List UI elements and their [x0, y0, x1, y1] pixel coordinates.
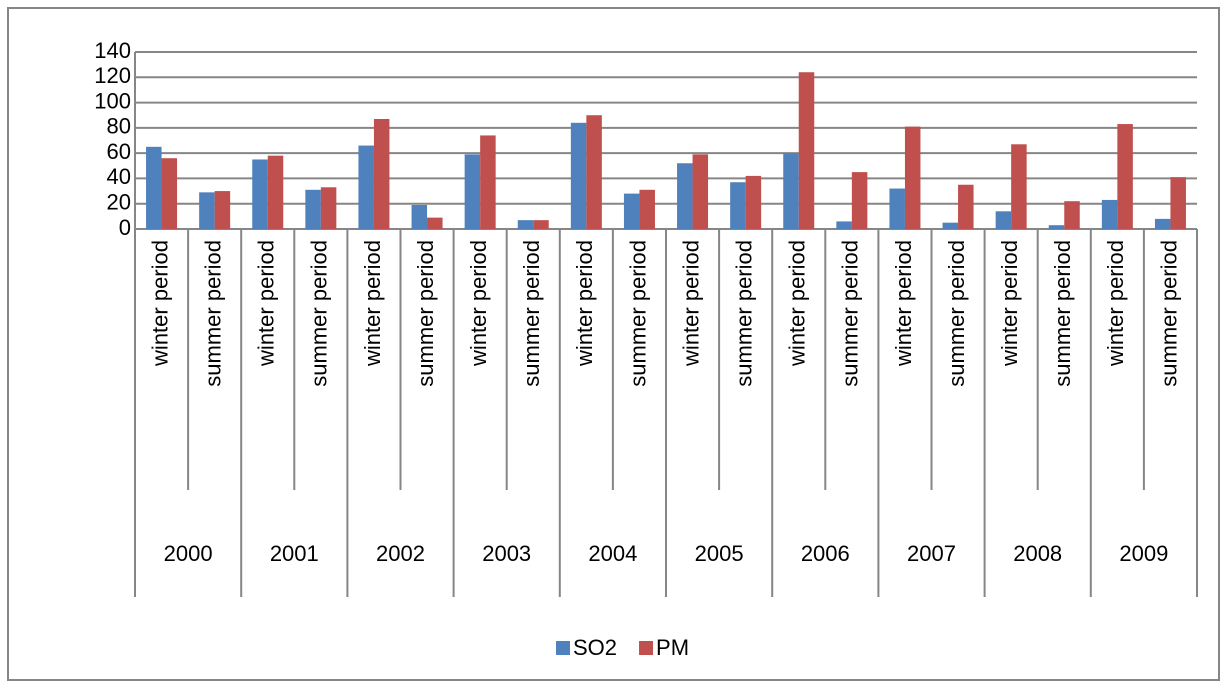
bar	[533, 220, 549, 229]
bar	[427, 217, 443, 229]
bar	[570, 122, 587, 229]
y-tick-label: 120	[94, 63, 131, 88]
bar	[1101, 199, 1118, 229]
bar	[639, 189, 655, 229]
bar	[1011, 144, 1027, 229]
legend-label: PM	[656, 635, 689, 660]
bar	[252, 159, 268, 229]
bar	[942, 222, 959, 229]
bar	[995, 211, 1012, 229]
group-label: 2003	[482, 541, 531, 566]
x-tick-label: winter period	[572, 240, 597, 367]
y-tick-label: 60	[107, 139, 131, 164]
bar	[1170, 177, 1186, 229]
bar	[730, 182, 746, 229]
x-tick-label: winter period	[360, 240, 385, 367]
x-tick-label: winter period	[147, 240, 172, 367]
x-tick-label: summer period	[519, 240, 544, 387]
group-label: 2005	[695, 541, 744, 566]
y-tick-label: 100	[94, 88, 131, 113]
bar	[836, 221, 852, 229]
y-tick-label: 80	[107, 114, 131, 139]
bar	[464, 154, 481, 229]
bar	[623, 193, 640, 229]
bar	[161, 158, 178, 229]
legend-swatch	[639, 641, 654, 655]
group-label: 2007	[907, 541, 956, 566]
bar	[480, 135, 496, 229]
x-tick-label: winter period	[997, 240, 1022, 367]
bar	[958, 184, 974, 229]
bar	[745, 175, 762, 229]
bar	[1048, 225, 1065, 229]
bar	[373, 119, 390, 229]
bar	[798, 72, 815, 229]
bar	[199, 192, 215, 229]
y-tick-label: 40	[107, 164, 131, 189]
y-tick-label: 20	[107, 190, 131, 215]
bar	[692, 154, 709, 229]
bar	[677, 163, 693, 229]
bar	[267, 155, 284, 229]
y-tick-label: 0	[119, 215, 131, 240]
group-label: 2001	[270, 541, 319, 566]
group-label: 2002	[376, 541, 425, 566]
x-tick-label: summer period	[625, 240, 650, 387]
legend-label: SO2	[573, 635, 617, 660]
legend-swatch	[556, 641, 570, 655]
bar	[1064, 201, 1080, 229]
bar	[851, 172, 868, 229]
x-tick-label: summer period	[838, 240, 863, 387]
group-label: 2009	[1119, 541, 1168, 566]
bar	[517, 220, 534, 229]
x-tick-label: winter period	[785, 240, 810, 367]
bar	[586, 115, 602, 229]
group-label: 2000	[164, 541, 213, 566]
bar	[411, 204, 428, 229]
x-tick-label: winter period	[254, 240, 279, 367]
bar	[1117, 124, 1133, 229]
x-tick-label: winter period	[1103, 240, 1128, 367]
group-label: 2004	[588, 541, 637, 566]
bar	[358, 145, 374, 229]
x-tick-label: winter period	[678, 240, 703, 367]
x-tick-label: winter period	[891, 240, 916, 367]
bar	[320, 187, 337, 229]
y-tick-label: 140	[94, 38, 131, 63]
bar	[146, 146, 162, 229]
x-tick-label: summer period	[1156, 240, 1181, 387]
bar	[1154, 218, 1171, 229]
x-tick-label: summer period	[1050, 240, 1075, 387]
bar	[214, 191, 231, 229]
x-tick-label: summer period	[731, 240, 756, 387]
x-tick-label: summer period	[413, 240, 438, 387]
bar	[889, 188, 905, 229]
group-label: 2006	[801, 541, 850, 566]
x-tick-label: summer period	[944, 240, 969, 387]
x-tick-label: summer period	[200, 240, 225, 387]
bar	[305, 189, 321, 229]
x-tick-label: summer period	[307, 240, 332, 387]
group-label: 2008	[1013, 541, 1062, 566]
bar	[904, 126, 921, 229]
bar	[783, 153, 799, 229]
x-tick-label: winter period	[466, 240, 491, 367]
